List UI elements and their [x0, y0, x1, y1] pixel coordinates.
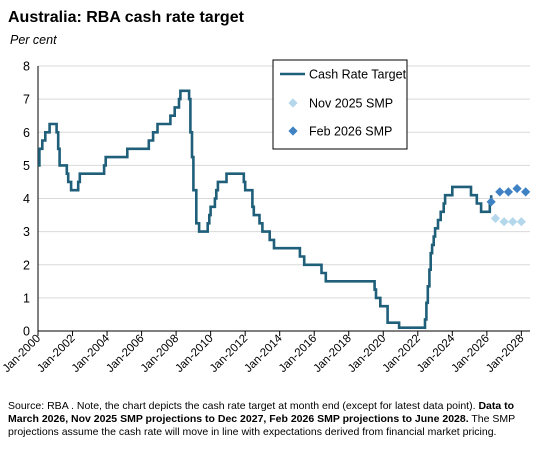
axes: 012345678Jan-2000Jan-2002Jan-2004Jan-200…: [1, 60, 530, 375]
marker-nov-2025-smp: [516, 217, 526, 227]
y-tick-label: 0: [23, 325, 30, 339]
marker-nov-2025-smp: [508, 217, 518, 227]
marker-feb-2026-smp: [521, 187, 531, 197]
y-axis-unit-label: Per cent: [10, 33, 57, 47]
y-tick-label: 8: [23, 60, 30, 74]
marker-nov-2025-smp: [499, 217, 509, 227]
source-note-plain: Source: RBA . Note, the chart depicts th…: [8, 400, 479, 412]
legend-swatch-marker: [288, 126, 298, 136]
x-tick-label: Jan-2028: [484, 333, 526, 375]
y-tick-label: 7: [23, 93, 30, 107]
line-chart: 012345678Jan-2000Jan-2002Jan-2004Jan-200…: [1, 59, 531, 375]
chart-title: Australia: RBA cash rate target: [8, 9, 244, 26]
legend: Cash Rate Target Nov 2025 SMP Feb 2026 SMP: [272, 59, 408, 150]
legend-label: Cash Rate Target: [309, 68, 407, 82]
y-tick-label: 6: [23, 126, 30, 140]
y-tick-label: 1: [23, 291, 30, 305]
source-note: Source: RBA . Note, the chart depicts th…: [8, 400, 541, 439]
source-note-tail: The SMP projections assume the cash rate…: [8, 413, 515, 438]
series: [38, 89, 531, 329]
marker-nov-2025-smp: [490, 213, 501, 223]
marker-feb-2026-smp: [512, 183, 522, 194]
marker-feb-2026-smp: [495, 187, 505, 197]
legend-label: Feb 2026 SMP: [309, 125, 392, 139]
y-tick-label: 2: [23, 258, 30, 272]
series-line-cash-rate-target: [38, 89, 493, 329]
y-tick-label: 4: [23, 192, 30, 206]
marker-feb-2026-smp: [503, 187, 514, 197]
y-tick-label: 3: [23, 225, 30, 239]
source-note-bold: Data to March 2026, Nov 2025 SMP project…: [8, 400, 515, 425]
y-tick-label: 5: [23, 159, 30, 173]
legend-label: Nov 2025 SMP: [309, 97, 393, 111]
legend-swatch-marker: [288, 98, 298, 108]
marker-feb-2026-smp: [486, 197, 496, 207]
